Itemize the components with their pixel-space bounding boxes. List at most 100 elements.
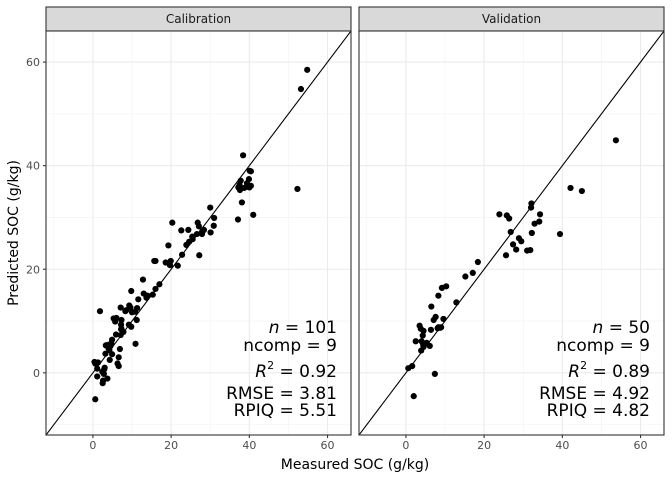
data-point-calibration — [128, 309, 136, 316]
data-point-validation — [515, 235, 523, 242]
stat-n-validation: n = 50 — [593, 318, 650, 338]
data-point-calibration — [247, 182, 254, 189]
data-point-validation — [567, 184, 574, 192]
panel-border-validation — [358, 30, 665, 436]
data-point-calibration — [92, 396, 99, 403]
data-point-validation — [435, 292, 442, 299]
data-point-calibration — [185, 226, 192, 233]
data-point-calibration — [174, 262, 181, 269]
points-validation — [405, 137, 620, 400]
panel-border-calibration — [45, 30, 352, 436]
data-point-calibration — [132, 340, 139, 347]
data-point-validation — [531, 220, 538, 227]
data-point-calibration — [99, 380, 106, 387]
stat-n-calibration: n = 101 — [269, 318, 337, 338]
data-point-validation — [578, 187, 585, 195]
data-point-calibration — [94, 373, 101, 380]
data-point-validation — [419, 332, 426, 339]
stat-r2-validation: R2 = 0.89 — [568, 359, 650, 382]
data-point-calibration — [115, 354, 122, 361]
y-tick-label: 0 — [33, 367, 40, 380]
data-point-calibration — [117, 304, 124, 311]
y-tick-label: 40 — [26, 160, 40, 173]
data-point-validation — [474, 258, 481, 266]
data-point-calibration — [118, 316, 125, 324]
data-point-calibration — [195, 223, 202, 230]
panel-validation: Validation 0 20 40 60 n = 50 ncomp = 9 R2 =… — [358, 6, 665, 452]
panel-title-validation: Validation — [482, 12, 541, 26]
data-point-calibration — [102, 350, 109, 357]
data-point-validation — [418, 347, 425, 354]
x-tick-label: 20 — [477, 439, 491, 452]
data-point-calibration — [165, 242, 172, 249]
data-point-calibration — [189, 236, 196, 243]
data-point-validation — [462, 273, 469, 280]
data-point-calibration — [178, 251, 186, 258]
data-point-validation — [428, 303, 435, 310]
data-point-validation — [536, 211, 544, 218]
data-point-calibration — [126, 302, 133, 309]
data-point-calibration — [116, 345, 123, 353]
data-point-calibration — [135, 296, 142, 303]
stats-annotation-calibration: n = 101 ncomp = 9 R2 = 0.92 RMSE = 3.81 … — [226, 318, 337, 421]
data-point-calibration — [117, 326, 125, 333]
data-point-calibration — [152, 285, 159, 293]
strip-calibration — [45, 6, 352, 32]
data-point-calibration — [196, 252, 203, 259]
data-point-calibration — [122, 308, 129, 315]
x-tick-label: 0 — [402, 439, 409, 452]
data-point-calibration — [200, 226, 208, 233]
data-point-calibration — [294, 185, 301, 193]
data-point-calibration — [210, 222, 217, 229]
data-point-validation — [420, 327, 427, 334]
data-point-calibration — [250, 211, 257, 218]
data-point-calibration — [239, 152, 247, 159]
data-point-calibration — [133, 316, 140, 324]
data-point-calibration — [112, 331, 120, 338]
data-point-validation — [513, 246, 520, 253]
data-point-calibration — [169, 219, 176, 226]
data-point-validation — [524, 247, 531, 254]
data-point-calibration — [100, 370, 107, 377]
data-point-calibration — [151, 257, 158, 265]
y-tick-label: 20 — [26, 263, 40, 276]
stat-ncomp-calibration: ncomp = 9 — [243, 336, 337, 356]
data-point-calibration — [297, 85, 305, 93]
x-tick-label: 60 — [321, 439, 335, 452]
data-point-calibration — [207, 204, 214, 211]
data-point-calibration — [207, 229, 214, 236]
data-point-calibration — [211, 214, 218, 222]
data-point-validation — [503, 212, 510, 219]
data-point-validation — [438, 284, 445, 291]
x-axis-title: Measured SOC (g/kg) — [281, 457, 430, 473]
data-point-validation — [430, 316, 437, 324]
data-point-validation — [426, 342, 433, 350]
strip-validation — [358, 6, 665, 32]
stat-ncomp-validation: ncomp = 9 — [556, 336, 650, 356]
data-point-calibration — [238, 199, 245, 206]
x-tick-label: 60 — [634, 439, 648, 452]
data-point-validation — [469, 269, 476, 276]
data-point-calibration — [140, 290, 147, 297]
data-point-validation — [412, 338, 419, 345]
data-point-calibration — [234, 216, 242, 223]
data-point-calibration — [304, 66, 311, 73]
data-point-validation — [509, 241, 517, 248]
data-point-validation — [502, 252, 510, 259]
data-point-validation — [612, 137, 620, 144]
data-point-calibration — [94, 365, 101, 372]
stat-r2-calibration: R2 = 0.92 — [255, 359, 337, 382]
data-point-validation — [427, 326, 435, 333]
panel-title-calibration: Calibration — [166, 12, 231, 26]
data-point-calibration — [139, 276, 147, 283]
stat-rmse-validation: RMSE = 4.92 — [539, 384, 650, 404]
data-point-calibration — [96, 308, 104, 315]
data-point-validation — [440, 315, 447, 323]
x-tick-label: 40 — [555, 439, 569, 452]
data-point-validation — [438, 324, 445, 331]
stat-rpiq-validation: RPIQ = 4.82 — [547, 401, 650, 421]
data-point-calibration — [156, 281, 163, 288]
data-point-calibration — [128, 287, 135, 295]
stats-annotation-validation: n = 50 ncomp = 9 R2 = 0.89 RMSE = 4.92 R… — [539, 318, 650, 421]
